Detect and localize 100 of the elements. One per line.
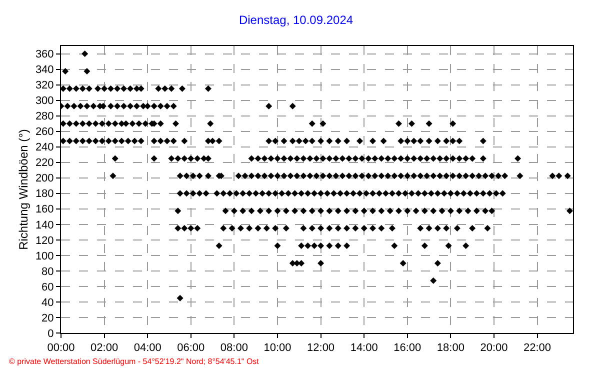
point [304,242,312,249]
point [346,172,352,180]
point [391,155,398,162]
point [196,190,203,197]
point [324,190,331,197]
point [499,190,506,197]
point [326,155,333,162]
y-tick-label: 0 [48,328,54,340]
point [157,120,164,127]
point [313,155,320,162]
point [259,190,266,197]
point [421,242,428,249]
point [412,208,420,214]
point [233,190,240,197]
point [378,208,385,214]
point [114,102,121,110]
point [181,138,188,144]
point [456,208,463,214]
point [86,85,92,92]
point [352,155,359,162]
point [456,138,463,144]
point [302,138,309,144]
point [332,155,340,162]
point [450,172,456,180]
point [77,102,84,110]
point [450,155,456,162]
point [388,225,396,232]
point [344,208,350,214]
point [320,120,326,127]
point [462,172,470,180]
point [272,138,279,144]
point [414,190,422,197]
point [430,208,437,214]
point [168,85,175,92]
point [188,155,194,162]
point [417,172,424,180]
point [72,120,80,127]
point [395,208,402,214]
y-tick-label: 220 [35,157,54,170]
text: © private Wetterstation Süderlügum - 54°52'19.2" Nord; 8°54'45.1" Ost [9,357,260,366]
point [466,190,474,197]
point [402,190,408,197]
point [248,172,255,180]
y-tick-label: 60 [42,281,54,294]
point [138,85,144,92]
point [447,208,454,214]
point [176,190,184,197]
point [266,208,272,214]
point [86,138,92,144]
point [334,225,342,232]
point [352,225,359,232]
point [216,242,222,249]
point [344,138,350,144]
point [380,138,387,144]
point [378,172,385,180]
point [254,172,262,180]
point [473,190,480,197]
point [183,190,190,197]
point [222,208,229,214]
point [421,208,428,214]
point [424,155,430,162]
x-tick-label: 08:00 [220,342,248,354]
point [292,190,298,197]
point [300,172,307,180]
point [434,138,441,144]
point [502,172,508,180]
point [280,172,288,180]
point [131,138,138,144]
point [473,208,480,214]
point [395,120,402,127]
point [79,85,86,92]
point [112,155,118,162]
point [289,138,296,144]
point [378,155,385,162]
point [398,172,404,180]
point [142,120,149,127]
point [268,172,274,180]
point [400,260,406,266]
point [188,225,194,232]
point [326,242,333,249]
point [66,120,73,127]
point [220,190,227,197]
point [252,190,260,197]
point [482,172,489,180]
point [469,155,476,162]
y-tick-label: 180 [35,188,54,200]
point [460,190,467,197]
point [495,172,502,180]
point [170,102,177,110]
point [514,155,522,162]
point [339,172,346,180]
point [300,155,307,162]
point [214,190,220,197]
point [436,155,444,162]
point [332,172,340,180]
point [266,138,272,144]
x-tick-label: 06:00 [177,342,205,354]
point [391,242,398,249]
point [421,190,428,197]
point [308,225,316,232]
